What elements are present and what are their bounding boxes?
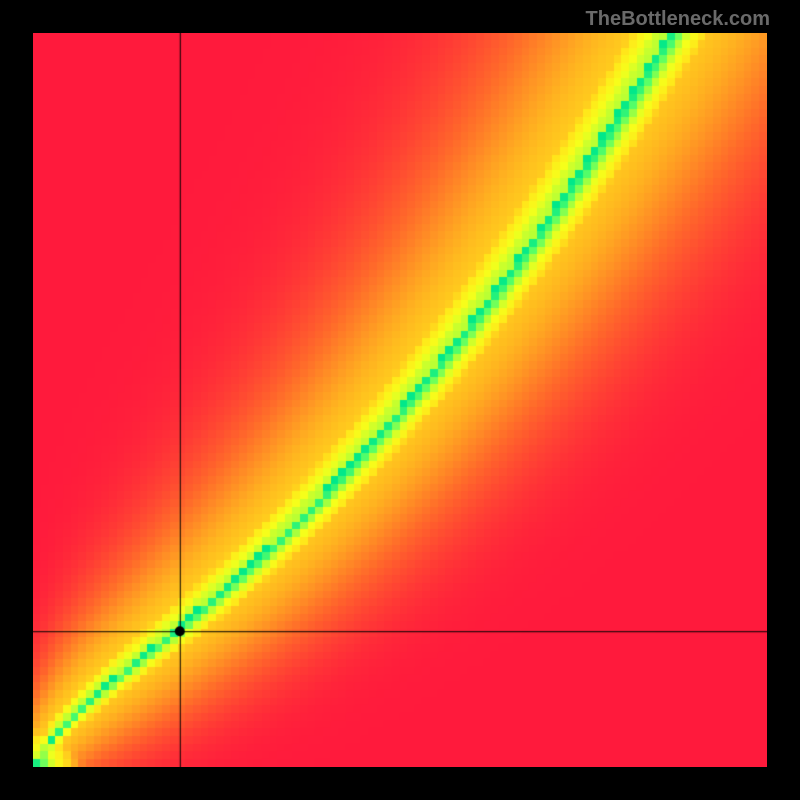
chart-container: TheBottleneck.com: [0, 0, 800, 800]
watermark-text: TheBottleneck.com: [586, 8, 770, 31]
bottleneck-heatmap: [33, 33, 767, 767]
